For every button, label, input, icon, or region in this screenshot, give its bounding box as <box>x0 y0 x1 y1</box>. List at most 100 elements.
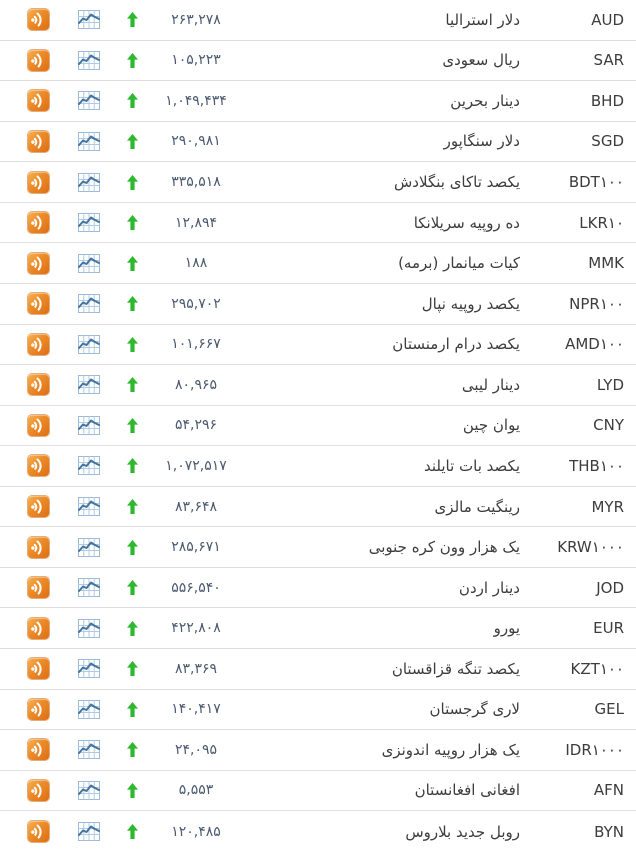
arrow-up-icon <box>127 12 138 28</box>
arrow-up-icon <box>127 133 138 149</box>
chart-icon[interactable] <box>78 822 100 842</box>
arrow-up-icon <box>127 174 138 190</box>
arrow-up-icon <box>127 93 138 109</box>
rss-icon[interactable] <box>28 698 49 720</box>
rss-icon[interactable] <box>28 739 49 761</box>
currency-code: IDR۱۰۰۰ <box>565 740 624 759</box>
rss-icon[interactable] <box>28 496 49 518</box>
chart-icon[interactable] <box>78 50 100 70</box>
arrow-up-icon <box>127 215 138 231</box>
currency-code: BYN <box>594 822 624 841</box>
currency-row: ۲۹۵,۷۰۲ یکصد روپیه نپال NPR۱۰۰ <box>0 283 636 325</box>
chart-icon[interactable] <box>78 699 100 719</box>
currency-row: ۲۹۰,۹۸۱ دلار سنگاپور SGD <box>0 121 636 163</box>
chart-icon[interactable] <box>78 618 100 638</box>
currency-price: ۵۴,۲۹۶ <box>174 417 218 434</box>
rss-icon[interactable] <box>28 658 49 680</box>
currency-price: ۲۶۳,۲۷۸ <box>171 11 221 28</box>
rss-icon[interactable] <box>28 130 49 152</box>
rss-icon[interactable] <box>28 49 49 71</box>
currency-name: یورو <box>493 619 520 638</box>
currency-name: یک هزار وون کره جنوبی <box>368 538 520 557</box>
currency-row: ۱,۰۴۹,۴۳۴ دینار بحرین BHD <box>0 81 636 122</box>
currency-row: ۵,۵۵۳ افغانی افغانستان AFN <box>0 770 636 812</box>
chart-icon[interactable] <box>78 537 100 557</box>
chart-icon[interactable] <box>78 375 100 395</box>
rss-icon[interactable] <box>28 9 49 31</box>
chart-icon[interactable] <box>78 91 100 111</box>
rss-icon[interactable] <box>28 212 49 234</box>
arrow-up-icon <box>127 701 138 717</box>
currency-code: EUR <box>593 619 624 638</box>
currency-price: ۱۲,۸۹۴ <box>174 214 218 231</box>
rss-icon[interactable] <box>28 455 49 477</box>
chart-icon[interactable] <box>78 497 100 517</box>
currency-row: ۴۲۲,۸۰۸ یورو EUR <box>0 608 636 649</box>
currency-price: ۸۳,۳۶۹ <box>174 660 218 677</box>
currency-price: ۱۴۰,۴۱۷ <box>171 701 221 718</box>
currency-code: AMD۱۰۰ <box>565 335 624 354</box>
arrow-up-icon <box>127 742 138 758</box>
chart-icon[interactable] <box>78 740 100 760</box>
currency-row: ۲۸۵,۶۷۱ یک هزار وون کره جنوبی KRW۱۰۰۰ <box>0 527 636 568</box>
currency-code: KZT۱۰۰ <box>570 659 624 678</box>
arrow-up-icon <box>127 377 138 393</box>
currency-row: ۱۸۸ کیات میانمار (برمه) MMK <box>0 243 636 284</box>
currency-price: ۱۲۰,۴۸۵ <box>171 823 221 840</box>
currency-price: ۵۵۶,۵۴۰ <box>171 579 221 596</box>
rss-icon[interactable] <box>28 90 49 112</box>
currency-code: KRW۱۰۰۰ <box>557 538 624 557</box>
currency-row: ۱۴۰,۴۱۷ لاری گرجستان GEL <box>0 689 636 731</box>
currency-code: BDT۱۰۰ <box>568 173 624 192</box>
currency-code: SAR <box>593 51 624 70</box>
rss-icon[interactable] <box>28 252 49 274</box>
chart-icon[interactable] <box>78 294 100 314</box>
rss-icon[interactable] <box>28 617 49 639</box>
arrow-up-icon <box>127 499 138 515</box>
chart-icon[interactable] <box>78 213 100 233</box>
rss-icon[interactable] <box>28 374 49 396</box>
arrow-up-icon <box>127 336 138 352</box>
currency-code: LYD <box>596 375 624 394</box>
rss-icon[interactable] <box>28 821 49 843</box>
rss-icon[interactable] <box>28 577 49 599</box>
chart-icon[interactable] <box>78 578 100 598</box>
currency-code: THB۱۰۰ <box>569 456 624 475</box>
currency-code: AFN <box>593 781 624 800</box>
chart-icon[interactable] <box>78 415 100 435</box>
currency-row: ۱۲,۸۹۴ ده روپیه سریلانکا LKR۱۰ <box>0 202 636 244</box>
rss-icon[interactable] <box>28 779 49 801</box>
chart-icon[interactable] <box>78 10 100 30</box>
arrow-up-icon <box>127 782 138 798</box>
rss-icon[interactable] <box>28 293 49 315</box>
arrow-up-icon <box>127 824 138 840</box>
chart-icon[interactable] <box>78 172 100 192</box>
currency-code: SGD <box>591 132 624 151</box>
chart-icon[interactable] <box>78 334 100 354</box>
chart-icon[interactable] <box>78 253 100 273</box>
rss-icon[interactable] <box>28 333 49 355</box>
chart-icon[interactable] <box>78 131 100 151</box>
currency-price: ۴۲۲,۸۰۸ <box>171 620 221 637</box>
rss-icon[interactable] <box>28 536 49 558</box>
currency-row: ۸۳,۳۶۹ یکصد تنگه قزاقستان KZT۱۰۰ <box>0 649 636 690</box>
currency-price: ۸۰,۹۶۵ <box>174 376 218 393</box>
arrow-up-icon <box>127 661 138 677</box>
rss-icon[interactable] <box>28 171 49 193</box>
currency-name: رینگیت مالزی <box>434 497 520 516</box>
arrow-up-icon <box>127 296 138 312</box>
rss-icon[interactable] <box>28 414 49 436</box>
chart-icon[interactable] <box>78 780 100 800</box>
currency-row: ۸۰,۹۶۵ دینار لیبی LYD <box>0 365 636 406</box>
currency-name: یکصد تاکای بنگلادش <box>394 173 520 192</box>
chart-icon[interactable] <box>78 659 100 679</box>
currency-price: ۵,۵۵۳ <box>178 782 214 799</box>
chart-icon[interactable] <box>78 456 100 476</box>
currency-price: ۸۳,۶۴۸ <box>174 498 218 515</box>
currency-name: یکصد روپیه نپال <box>421 294 520 313</box>
currency-row: ۱,۰۷۲,۵۱۷ یکصد بات تایلند THB۱۰۰ <box>0 446 636 487</box>
currency-name: یکصد درام ارمنستان <box>392 335 520 354</box>
currency-price: ۲۹۵,۷۰۲ <box>171 295 221 312</box>
currency-price: ۲۸۵,۶۷۱ <box>171 539 221 556</box>
currency-price: ۲۴,۰۹۵ <box>174 741 218 758</box>
